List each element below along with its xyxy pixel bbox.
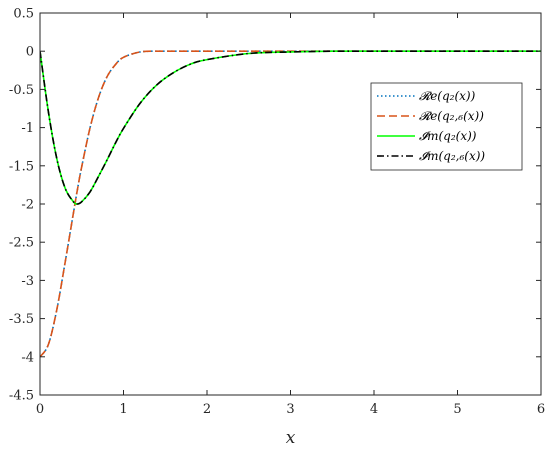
legend-label-1: 𝓡e(q₂(x)) [419,89,476,103]
legend-label-2: 𝓡e(q₂,₆(x)) [419,109,484,123]
y-tick-label: -1.5 [9,159,34,174]
x-tick-label: 2 [203,402,211,417]
x-tick-label: 1 [119,402,127,417]
legend-label-3: 𝓘m(q₂(x)) [419,129,477,143]
plot-area [40,50,541,358]
y-tick-label: 0.5 [13,7,34,22]
axes: 0 1 2 3 4 5 6 0.5 0 -0.5 -1 -1.5 -2 -2.5 -3 -3.5 -4 -4.5 x [9,7,545,449]
y-tick-label: -3.5 [9,312,34,327]
legend: 𝓡e(q₂(x)) 𝓡e(q₂,₆(x)) 𝓘m(q₂(x)) 𝓘m(q₂,₆(x)) [370,82,523,171]
x-axis-label: x [286,428,296,448]
y-tick-label: -2 [21,198,34,213]
series-line-2 [40,50,541,358]
legend-label-4: 𝓘m(q₂,₆(x)) [419,149,485,163]
x-tick-label: 4 [370,402,378,417]
y-tick-label: -3 [21,274,34,289]
x-tick-label: 6 [537,402,545,417]
y-tick-label: -2.5 [9,236,34,251]
x-tick-label: 0 [36,402,44,417]
y-tick-label: -1 [21,121,34,136]
x-tick-label: 3 [286,402,294,417]
series-line-4 [40,50,541,205]
y-tick-label: 0 [26,45,34,60]
x-tick-label: 5 [453,402,461,417]
y-tick-label: -0.5 [9,83,34,98]
y-tick-label: -4.5 [9,389,34,404]
y-tick-label: -4 [21,350,34,365]
